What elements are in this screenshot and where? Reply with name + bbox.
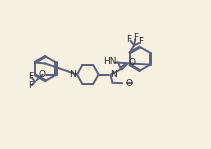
Text: F: F	[28, 72, 33, 81]
Text: F: F	[133, 33, 138, 42]
Text: F: F	[127, 35, 132, 44]
Text: O: O	[39, 70, 46, 79]
Text: N: N	[110, 70, 117, 79]
Text: F: F	[138, 37, 143, 46]
Text: N: N	[69, 70, 75, 79]
Text: F: F	[28, 81, 33, 90]
Text: O: O	[125, 79, 132, 88]
Text: O: O	[128, 58, 135, 67]
Text: HN: HN	[103, 57, 116, 66]
